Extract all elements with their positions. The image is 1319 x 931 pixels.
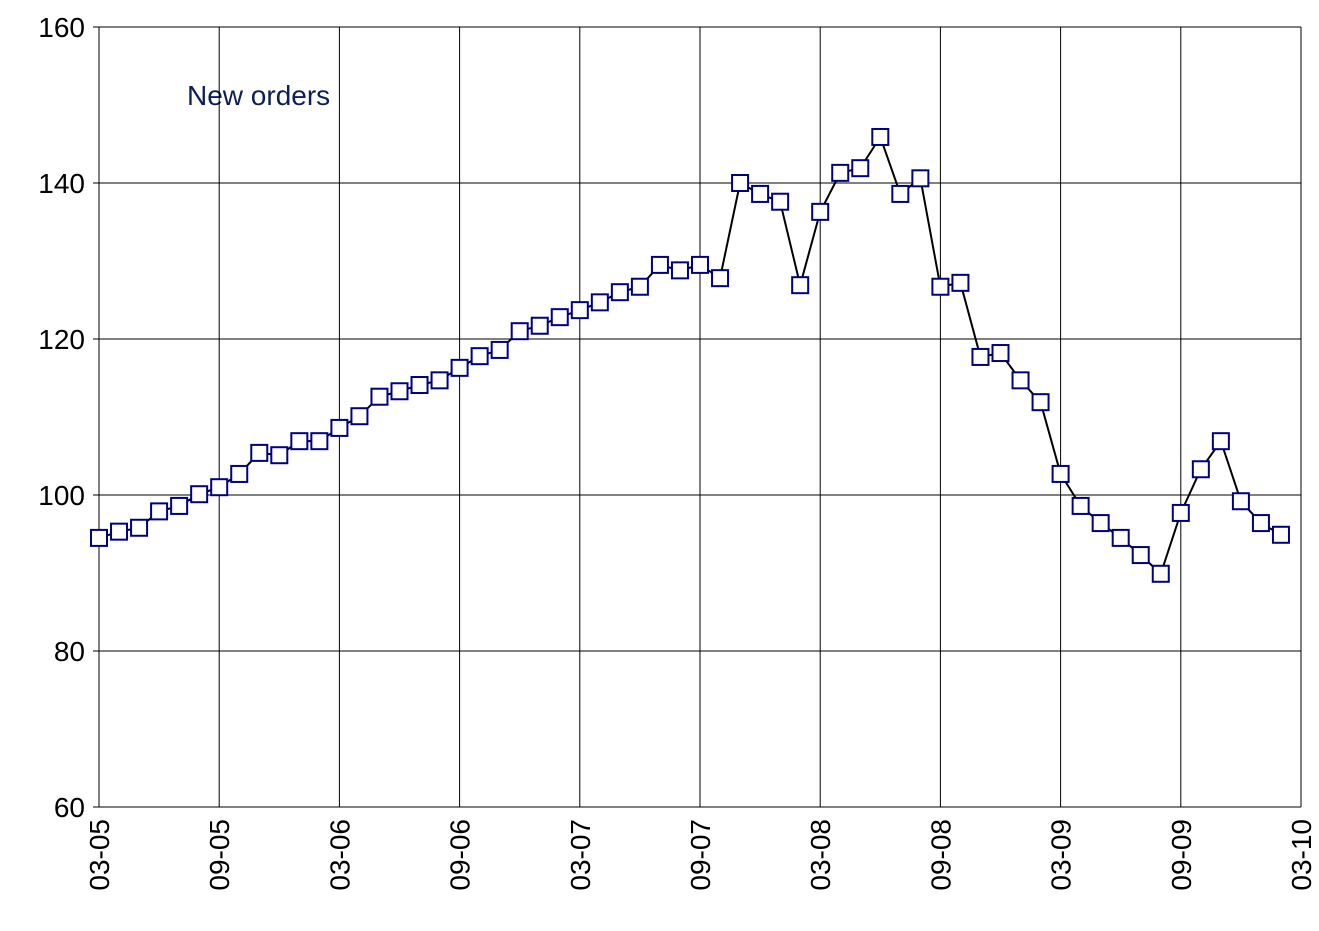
marker [931, 277, 950, 296]
marker [871, 127, 890, 146]
marker [190, 485, 209, 504]
x-tick-label: 09-06 [445, 819, 476, 891]
marker [851, 159, 870, 178]
marker [1031, 393, 1050, 412]
marker [330, 418, 349, 437]
annotation: New orders [187, 80, 330, 111]
y-tick-label: 60 [54, 792, 85, 823]
marker [110, 522, 129, 541]
marker [1071, 496, 1090, 515]
marker [650, 255, 669, 274]
marker [170, 496, 189, 515]
y-tick-label: 140 [38, 168, 85, 199]
y-tick-label: 80 [54, 636, 85, 667]
marker [1011, 371, 1030, 390]
marker [1211, 432, 1230, 451]
marker [911, 169, 930, 188]
marker [530, 316, 549, 335]
marker [831, 163, 850, 182]
marker [811, 202, 830, 221]
marker [751, 184, 770, 203]
marker [991, 344, 1010, 363]
line [98, 134, 1282, 576]
marker [290, 432, 309, 451]
marker [1111, 528, 1130, 547]
marker [791, 276, 810, 295]
marker [310, 432, 329, 451]
marker [130, 518, 149, 537]
marker [1271, 525, 1290, 544]
marker [1251, 514, 1270, 533]
marker [971, 347, 990, 366]
x-tick-label: 09-07 [685, 819, 716, 891]
y-tick-label: 120 [38, 324, 85, 355]
marker [670, 261, 689, 280]
marker [731, 174, 750, 192]
x-tick-label: 03-09 [1046, 819, 1077, 891]
marker [771, 192, 790, 211]
marker [510, 322, 529, 341]
marker [891, 184, 910, 203]
marker [550, 308, 569, 327]
marker [711, 269, 730, 288]
marker [490, 340, 509, 359]
x-tick-label: 03-05 [84, 819, 115, 891]
marker [570, 301, 589, 320]
marker [150, 502, 169, 521]
x-tick-label: 03-08 [805, 819, 836, 891]
marker [1191, 460, 1210, 479]
marker [590, 293, 609, 312]
marker [470, 347, 489, 366]
marker [951, 273, 970, 292]
marker [350, 407, 369, 426]
marker [1091, 514, 1110, 533]
x-tick-label: 09-05 [204, 819, 235, 891]
marker [630, 277, 649, 296]
marker [270, 446, 289, 465]
marker [250, 443, 269, 462]
x-tick-label: 03-06 [324, 819, 355, 891]
x-tick-label: 03-10 [1286, 819, 1317, 891]
y-tick-label: 160 [38, 12, 85, 43]
x-tick-label: 09-09 [1166, 819, 1197, 891]
marker [410, 376, 429, 395]
marker [1231, 492, 1250, 511]
x-tick-label: 03-07 [565, 819, 596, 891]
marker [230, 464, 249, 483]
marker [1151, 564, 1170, 583]
x-tick-label: 09-08 [925, 819, 956, 891]
marker [370, 387, 389, 406]
marker [691, 255, 709, 274]
marker [1171, 503, 1190, 522]
marker [1131, 546, 1150, 565]
marker [610, 283, 629, 302]
marker [210, 478, 229, 497]
marker [450, 358, 469, 377]
marker [430, 371, 449, 390]
marker [90, 528, 108, 547]
marker [1051, 464, 1070, 483]
marker [390, 382, 409, 401]
y-tick-label: 100 [38, 480, 85, 511]
